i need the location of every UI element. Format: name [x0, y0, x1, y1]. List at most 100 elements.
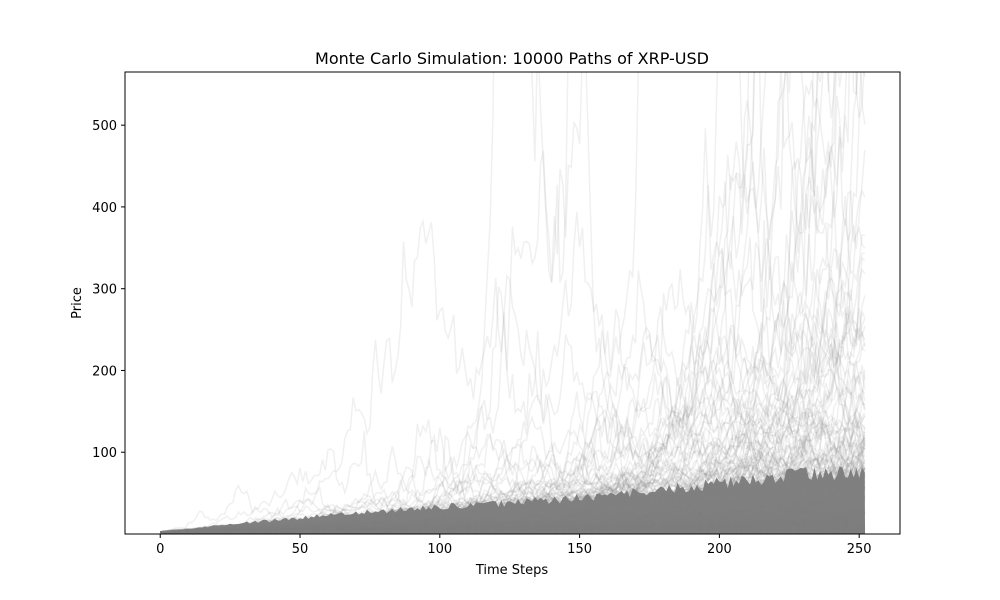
simulation-path: [160, 465, 866, 534]
simulation-path: [160, 527, 865, 533]
simulation-path: [160, 528, 865, 533]
simulation-path: [160, 496, 866, 534]
simulation-path: [160, 450, 866, 533]
simulation-path: [160, 527, 865, 534]
x-tick-label: 0: [156, 542, 164, 557]
simulation-path: [160, 463, 866, 534]
simulation-path: [160, 520, 865, 534]
simulation-path: [160, 521, 865, 534]
simulation-path: [160, 511, 866, 534]
simulation-path: [160, 523, 866, 534]
simulation-path: [160, 528, 865, 534]
simulation-path: [160, 525, 865, 533]
simulation-path: [160, 211, 866, 533]
simulation-path: [160, 499, 865, 534]
simulation-path: [160, 529, 865, 534]
simulation-path: [160, 530, 865, 534]
simulation-path: [160, 454, 866, 533]
simulation-path: [160, 528, 865, 534]
simulation-path: [160, 519, 866, 534]
simulation-path: [160, 490, 865, 534]
simulation-path: [160, 522, 865, 534]
simulation-path: [160, 521, 866, 534]
simulation-path: [160, 517, 866, 534]
simulation-path: [160, 528, 865, 534]
simulation-path: [160, 513, 865, 533]
y-tick-label: 300: [92, 283, 117, 298]
simulation-path: [160, 517, 866, 534]
simulation-path: [160, 515, 866, 534]
simulation-path: [160, 528, 865, 534]
simulation-path: [160, 486, 866, 534]
simulation-path: [160, 502, 865, 534]
simulation-path: [160, 309, 866, 533]
simulation-path: [160, 515, 866, 534]
simulation-path: [160, 489, 866, 534]
simulation-path: [160, 522, 865, 534]
simulation-path: [160, 513, 866, 534]
simulation-path: [160, 511, 866, 534]
simulation-path: [160, 499, 866, 533]
x-axis-label: Time Steps: [475, 563, 549, 578]
simulation-path: [160, 517, 865, 534]
simulation-path: [160, 516, 866, 534]
simulation-path: [160, 506, 865, 534]
simulation-path: [160, 461, 865, 534]
simulation-path: [160, 530, 865, 534]
simulation-path: [160, 483, 866, 533]
simulation-path: [160, 72, 767, 534]
simulation-path: [160, 526, 865, 534]
simulation-path: [160, 510, 865, 534]
simulation-path: [160, 479, 866, 534]
simulation-path: [160, 528, 865, 534]
simulation-path: [160, 524, 866, 534]
simulation-path: [160, 504, 866, 533]
simulation-path: [160, 457, 866, 534]
simulation-path: [160, 509, 866, 534]
simulation-path: [160, 530, 865, 534]
simulation-path: [160, 525, 865, 534]
simulation-path: [160, 464, 866, 533]
simulation-path: [160, 501, 865, 533]
simulation-path: [160, 387, 866, 534]
simulation-path: [160, 508, 865, 534]
dense-path-band: [160, 466, 865, 534]
simulation-path: [160, 374, 866, 533]
simulation-path: [160, 503, 866, 533]
simulation-path: [160, 526, 865, 534]
simulation-path: [160, 529, 865, 534]
simulation-path: [160, 525, 865, 534]
simulation-path: [160, 522, 866, 533]
simulation-path: [160, 523, 865, 534]
simulation-path: [160, 527, 865, 533]
simulation-path: [160, 516, 865, 533]
simulation-path: [160, 349, 866, 533]
simulation-path: [160, 514, 866, 534]
simulation-path: [160, 530, 865, 534]
simulation-path: [160, 525, 865, 534]
chart-title: Monte Carlo Simulation: 10000 Paths of X…: [315, 49, 709, 68]
simulation-path: [160, 438, 866, 533]
simulation-path: [160, 527, 865, 533]
simulation-path: [160, 429, 866, 534]
simulation-path: [160, 500, 866, 533]
simulation-path: [160, 518, 865, 534]
simulation-path: [160, 507, 865, 533]
simulation-path: [160, 408, 866, 534]
simulation-path: [160, 525, 865, 533]
simulation-path: [160, 523, 865, 533]
simulation-path: [160, 525, 865, 534]
simulation-path: [160, 518, 865, 534]
simulation-path: [160, 514, 865, 534]
simulation-path: [160, 491, 866, 534]
simulation-path: [160, 521, 865, 534]
simulation-path: [160, 475, 865, 534]
simulation-path: [160, 525, 865, 534]
simulation-path: [160, 499, 866, 534]
simulation-path: [160, 510, 866, 533]
simulation-path: [160, 509, 866, 534]
simulation-path: [160, 508, 865, 534]
simulation-path: [160, 449, 866, 533]
simulation-path: [160, 509, 866, 534]
